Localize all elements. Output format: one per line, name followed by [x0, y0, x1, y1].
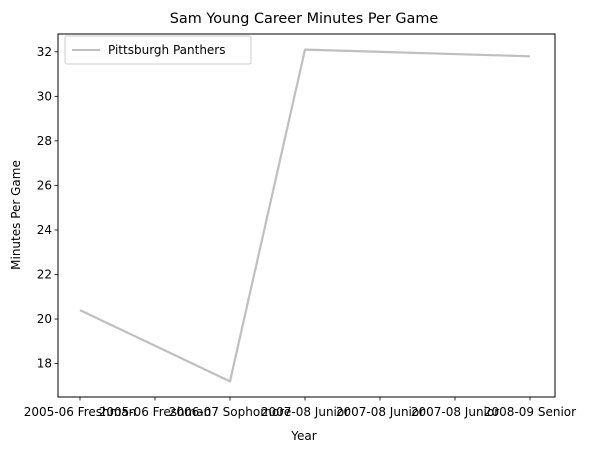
x-axis-label: Year	[290, 429, 316, 443]
y-tick-label: 22	[37, 268, 52, 282]
y-tick-label: 30	[37, 89, 52, 103]
y-axis-label: Minutes Per Game	[9, 160, 23, 270]
legend-box	[64, 35, 252, 65]
y-tick-label: 32	[37, 45, 52, 59]
series-line	[79, 48, 531, 383]
x-tick-label: 2005-06 Freshman	[24, 405, 137, 419]
plot-area: 18 20 22 24 26 28 30 32 2005-06 Freshman2005-06 …	[24, 33, 576, 419]
y-tick-label: 28	[37, 134, 52, 148]
plot-frame	[57, 33, 556, 398]
x-tick-label: 2007-08 Junior	[336, 405, 424, 419]
x-tick-label: 2005-06 Freshman	[99, 405, 212, 419]
legend: Pittsburgh Panthers	[64, 35, 252, 65]
x-tick-label: 2006-07 Sophomore	[169, 405, 292, 419]
y-tick-label: 20	[37, 312, 52, 326]
legend-label: Pittsburgh Panthers	[108, 43, 226, 57]
y-tick-label: 26	[37, 178, 52, 192]
y-tick-label: 24	[37, 223, 52, 237]
x-tick-label: 2007-08 Junior	[261, 405, 349, 419]
chart-title: Sam Young Career Minutes Per Game	[170, 11, 439, 27]
x-tick-label: 2007-08 Junior	[411, 405, 499, 419]
y-tick-label: 18	[37, 357, 52, 371]
x-tick-label: 2008-09 Senior	[484, 405, 576, 419]
